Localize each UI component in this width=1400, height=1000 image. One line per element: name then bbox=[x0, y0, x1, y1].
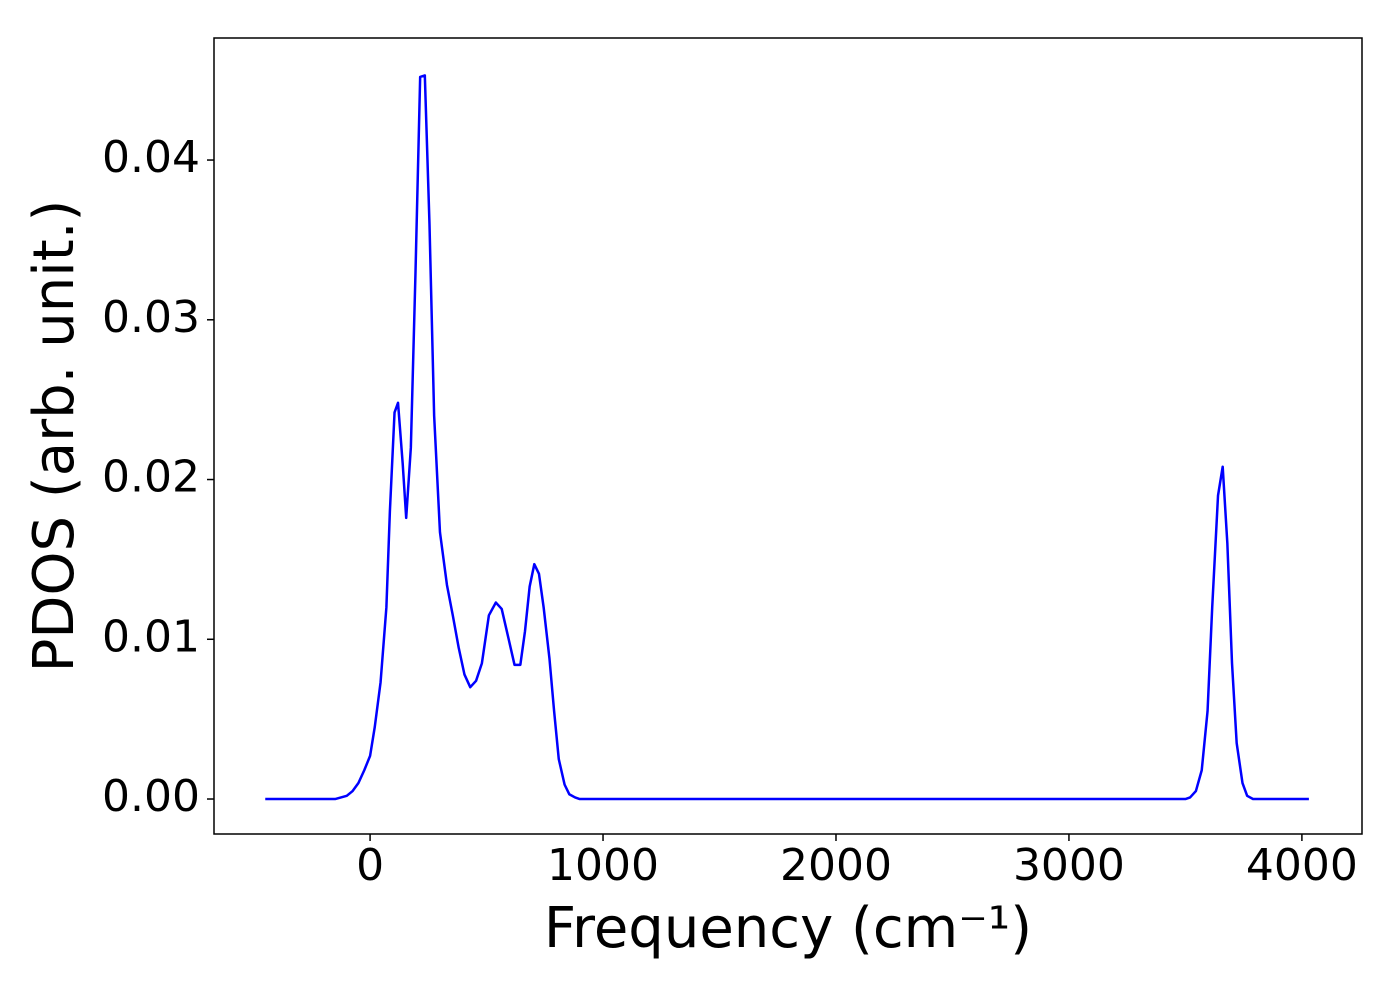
y-tick-label: 0.01 bbox=[102, 611, 200, 662]
y-axis-label: PDOS (arb. unit.) bbox=[22, 200, 87, 673]
y-tick-label: 0.00 bbox=[102, 771, 200, 822]
x-tick-label: 2000 bbox=[780, 840, 892, 891]
x-axis-label: Frequency (cm⁻¹) bbox=[544, 896, 1032, 961]
y-tick-label: 0.02 bbox=[102, 452, 200, 503]
x-tick-label: 1000 bbox=[547, 840, 659, 891]
x-tick-label: 3000 bbox=[1013, 840, 1125, 891]
x-tick-label: 4000 bbox=[1246, 840, 1358, 891]
y-tick-label: 0.03 bbox=[102, 292, 200, 343]
y-tick-label: 0.04 bbox=[102, 132, 200, 183]
x-tick-label: 0 bbox=[356, 840, 384, 891]
plot-frame bbox=[213, 37, 1363, 835]
pdos-line bbox=[265, 74, 1309, 801]
